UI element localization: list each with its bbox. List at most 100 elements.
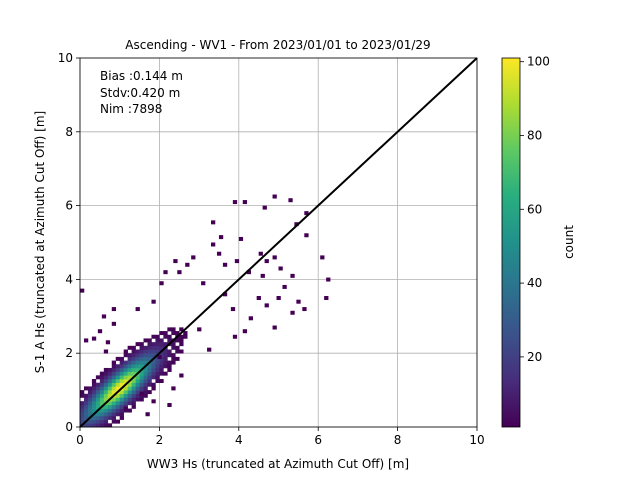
heatmap-cell xyxy=(91,401,97,406)
heatmap-cell xyxy=(131,371,136,376)
heatmap-cell xyxy=(163,371,168,376)
heatmap-cells xyxy=(80,194,331,428)
heatmap-cell xyxy=(171,360,176,365)
heatmap-cell xyxy=(103,367,109,372)
heatmap-cell xyxy=(234,259,240,264)
heatmap-cell xyxy=(207,347,212,352)
heatmap-cell xyxy=(111,415,117,420)
heatmap-cell xyxy=(211,242,216,247)
heatmap-cell xyxy=(131,397,136,402)
heatmap-cell xyxy=(320,255,325,260)
heatmap-cell xyxy=(103,375,109,380)
y-tick-label: 6 xyxy=(65,199,73,213)
heatmap-cell xyxy=(155,360,160,365)
heatmap-cell xyxy=(151,364,156,369)
colorbar-gradient xyxy=(501,57,521,428)
heatmap-cell xyxy=(147,375,152,380)
heatmap-cell xyxy=(151,299,156,304)
heatmap-cell xyxy=(107,404,113,409)
heatmap-cell xyxy=(147,364,152,369)
heatmap-cell xyxy=(119,393,124,398)
y-tick-label: 8 xyxy=(65,125,73,139)
heatmap-cell xyxy=(99,371,105,376)
heatmap-cell xyxy=(127,367,132,372)
heatmap-cell xyxy=(127,390,132,395)
heatmap-cell xyxy=(163,353,168,358)
heatmap-cell xyxy=(151,360,156,365)
heatmap-cell xyxy=(99,382,105,387)
heatmap-cell xyxy=(99,375,105,380)
heatmap-cell xyxy=(201,281,206,286)
heatmap-cell xyxy=(242,329,248,334)
heatmap-cell xyxy=(127,356,132,361)
heatmap-cell xyxy=(143,353,148,358)
heatmap-cell xyxy=(127,353,132,358)
heatmap-cell xyxy=(222,262,228,267)
heatmap-cell xyxy=(91,419,97,424)
heatmap-cell xyxy=(115,367,120,372)
heatmap-cell xyxy=(262,205,267,210)
heatmap-cell xyxy=(115,408,120,413)
x-tick-label: 2 xyxy=(156,433,164,447)
heatmap-cell xyxy=(123,401,128,406)
heatmap-cell xyxy=(264,303,269,308)
heatmap-cell xyxy=(167,349,172,354)
heatmap-cell xyxy=(119,379,124,384)
heatmap-cell xyxy=(91,390,97,395)
heatmap-cell xyxy=(83,404,89,409)
heatmap-cell xyxy=(119,356,124,361)
heatmap-cell xyxy=(143,393,148,398)
colorbar-label: count xyxy=(562,225,576,259)
heatmap-cell xyxy=(127,360,132,365)
heatmap-cell xyxy=(91,397,97,402)
heatmap-cell xyxy=(119,408,124,413)
heatmap-cell xyxy=(264,259,269,264)
heatmap-cell xyxy=(163,360,168,365)
heatmap-cell xyxy=(127,386,132,391)
heatmap-cell xyxy=(91,382,97,387)
heatmap-cell xyxy=(119,397,124,402)
heatmap-cell xyxy=(278,266,283,271)
heatmap-cell xyxy=(173,259,178,264)
heatmap-cell xyxy=(83,412,89,417)
heatmap-cell xyxy=(111,419,117,424)
heatmap-cell xyxy=(171,345,176,350)
heatmap-cell xyxy=(131,364,136,369)
heatmap-cell xyxy=(95,412,101,417)
heatmap-cell xyxy=(159,371,164,376)
heatmap-cell xyxy=(248,316,253,321)
y-tick-label: 10 xyxy=(58,51,73,65)
heatmap-cell xyxy=(143,379,148,384)
heatmap-cell xyxy=(99,393,105,398)
heatmap-cell xyxy=(83,386,89,391)
heatmap-cell xyxy=(101,314,107,319)
heatmap-cell xyxy=(179,334,184,339)
heatmap-cell xyxy=(139,391,144,396)
heatmap-cell xyxy=(151,353,156,358)
heatmap-cell xyxy=(91,415,97,420)
plot-area xyxy=(79,57,478,428)
heatmap-cell xyxy=(127,364,132,369)
heatmap-cell xyxy=(147,353,152,358)
heatmap-cell xyxy=(131,360,136,365)
heatmap-cell xyxy=(159,367,164,372)
heatmap-cell xyxy=(147,371,152,376)
heatmap-cell xyxy=(115,356,120,361)
heatmap-cell xyxy=(155,334,160,339)
y-tick-label: 4 xyxy=(65,272,73,286)
heatmap-cell xyxy=(135,397,140,402)
heatmap-cell xyxy=(87,393,93,398)
heatmap-cell xyxy=(107,386,113,391)
heatmap-cell xyxy=(127,345,132,350)
heatmap-cell xyxy=(127,375,132,380)
heatmap-cell xyxy=(272,325,277,330)
heatmap-cell xyxy=(167,327,172,332)
heatmap-cell xyxy=(80,412,85,417)
heatmap-cell xyxy=(95,375,101,380)
heatmap-cell xyxy=(143,345,148,350)
heatmap-cell xyxy=(139,371,144,376)
heatmap-cell xyxy=(131,404,136,409)
y-axis-label: S-1 A Hs (truncated at Azimuth Cut Off) … xyxy=(33,111,47,373)
heatmap-cell xyxy=(147,379,152,384)
heatmap-cell xyxy=(111,382,117,387)
